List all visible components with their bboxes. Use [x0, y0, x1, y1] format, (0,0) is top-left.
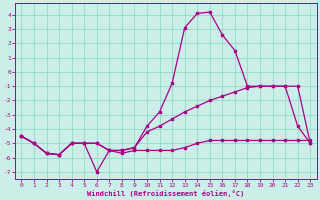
X-axis label: Windchill (Refroidissement éolien,°C): Windchill (Refroidissement éolien,°C): [87, 190, 244, 197]
